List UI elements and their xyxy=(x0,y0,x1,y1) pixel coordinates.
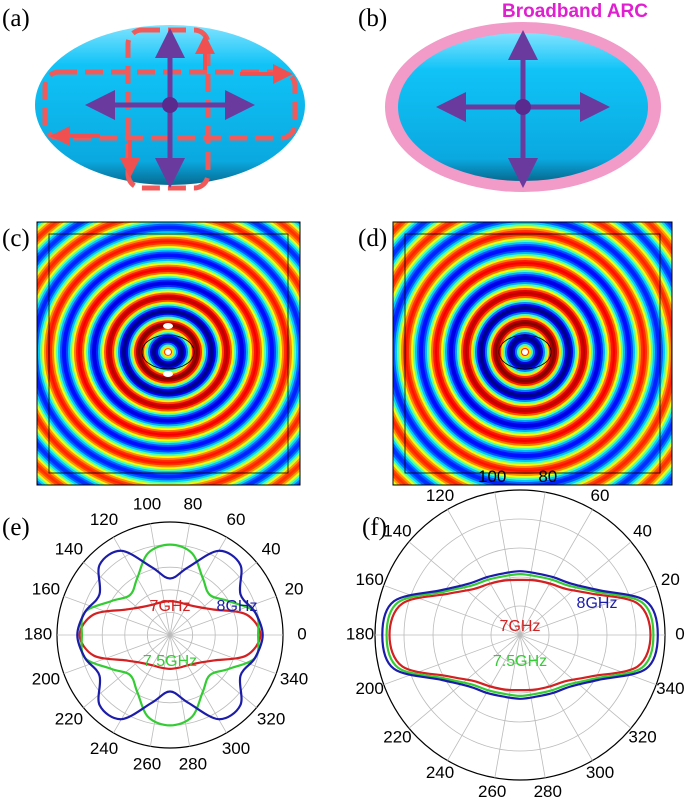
angle-label: 240 xyxy=(90,739,118,758)
grid-spoke xyxy=(63,634,171,675)
angle-label: 40 xyxy=(633,522,652,541)
grid-spoke xyxy=(494,634,521,778)
grid-spoke xyxy=(519,634,593,761)
series-label: 7.5GHz xyxy=(143,653,197,670)
diagram-a xyxy=(35,25,305,191)
angle-label: 260 xyxy=(478,782,506,801)
angle-label: 0 xyxy=(675,624,684,643)
angle-label: 260 xyxy=(133,754,161,773)
annotation: Broadband ARC xyxy=(502,1,648,22)
series-curve xyxy=(385,572,655,698)
angle-label: 160 xyxy=(355,570,383,589)
angle-label: 180 xyxy=(346,624,374,643)
panel-label: (c) xyxy=(2,225,30,252)
angle-label: 180 xyxy=(24,624,52,643)
grid-spoke xyxy=(383,585,521,636)
field-map-c xyxy=(37,222,300,485)
angle-label: 220 xyxy=(383,727,411,746)
angle-label: 240 xyxy=(426,763,454,782)
grid-spoke xyxy=(447,509,521,636)
angle-label: 60 xyxy=(591,486,610,505)
series-label: 8GHz xyxy=(217,598,258,615)
source xyxy=(522,349,528,355)
angle-label: 320 xyxy=(628,727,656,746)
grid-spoke xyxy=(113,536,171,636)
grid-spoke xyxy=(519,492,546,636)
series-curve xyxy=(78,599,262,671)
field-map-d xyxy=(393,222,672,485)
hot-spot xyxy=(163,323,173,329)
angle-label: 60 xyxy=(227,510,246,529)
grid-spoke xyxy=(519,509,593,636)
angle-label: 20 xyxy=(661,570,680,589)
angle-label: 200 xyxy=(355,679,383,698)
grid-spoke xyxy=(113,634,171,734)
grid-spoke xyxy=(169,595,277,636)
grid-spoke xyxy=(169,536,227,636)
angle-label: 120 xyxy=(426,486,454,505)
grid-spoke xyxy=(383,634,521,685)
angle-label: 120 xyxy=(90,510,118,529)
angle-label: 340 xyxy=(656,679,684,698)
panel-label: (f) xyxy=(362,514,387,541)
series-curve xyxy=(381,570,659,700)
series-label: 7GHz xyxy=(500,618,541,635)
series-curve xyxy=(388,578,652,692)
diagram-b xyxy=(385,22,661,192)
angle-label: 80 xyxy=(183,494,202,513)
grid-spoke xyxy=(447,634,521,761)
angle-label: 100 xyxy=(133,494,161,513)
panel-label: (e) xyxy=(2,514,30,541)
angle-label: 220 xyxy=(55,709,83,728)
angle-label: 140 xyxy=(383,522,411,541)
angle-label: 200 xyxy=(32,670,60,689)
grid-spoke xyxy=(169,634,191,747)
polar-chart: 0 20 40 60 80 100 120 140 160 180 200 220 240 260 280 3… xyxy=(346,467,685,801)
grid-spoke xyxy=(169,634,277,675)
grid-spoke xyxy=(149,523,171,636)
hot-spot xyxy=(163,371,173,377)
source xyxy=(515,99,531,115)
angle-label: 300 xyxy=(222,739,250,758)
panel-label: (b) xyxy=(358,5,387,32)
grid-spoke xyxy=(519,634,657,685)
panel-label: (a) xyxy=(2,5,30,32)
angle-label: 280 xyxy=(534,782,562,801)
angle-label: 0 xyxy=(297,624,306,643)
series-label: 8GHz xyxy=(577,595,618,612)
grid-spoke xyxy=(169,634,227,734)
angle-label: 80 xyxy=(538,467,557,486)
polar-chart: 0 20 40 60 80 100 120 140 160 180 200 220 240 260 280 3… xyxy=(24,494,308,773)
field-frame xyxy=(36,221,673,486)
angle-label: 160 xyxy=(32,579,60,598)
series-curve xyxy=(80,543,260,727)
angle-label: 100 xyxy=(478,467,506,486)
angle-label: 20 xyxy=(285,579,304,598)
panel-label: (d) xyxy=(358,225,387,252)
angle-label: 340 xyxy=(280,670,308,689)
grid-spoke xyxy=(149,634,171,747)
series-curve xyxy=(76,549,264,721)
source xyxy=(165,349,171,355)
series-label: 7.5GHz xyxy=(493,653,547,670)
angle-label: 300 xyxy=(586,763,614,782)
angle-label: 40 xyxy=(262,540,281,559)
angle-label: 320 xyxy=(257,709,285,728)
grid-spoke xyxy=(519,634,546,778)
angle-label: 140 xyxy=(55,540,83,559)
grid-spoke xyxy=(63,595,171,636)
grid-spoke xyxy=(519,585,657,636)
source xyxy=(162,97,178,113)
grid-spoke xyxy=(494,492,521,636)
angle-label: 280 xyxy=(179,754,207,773)
series-label: 7GHz xyxy=(150,598,191,615)
grid-spoke xyxy=(169,523,191,636)
